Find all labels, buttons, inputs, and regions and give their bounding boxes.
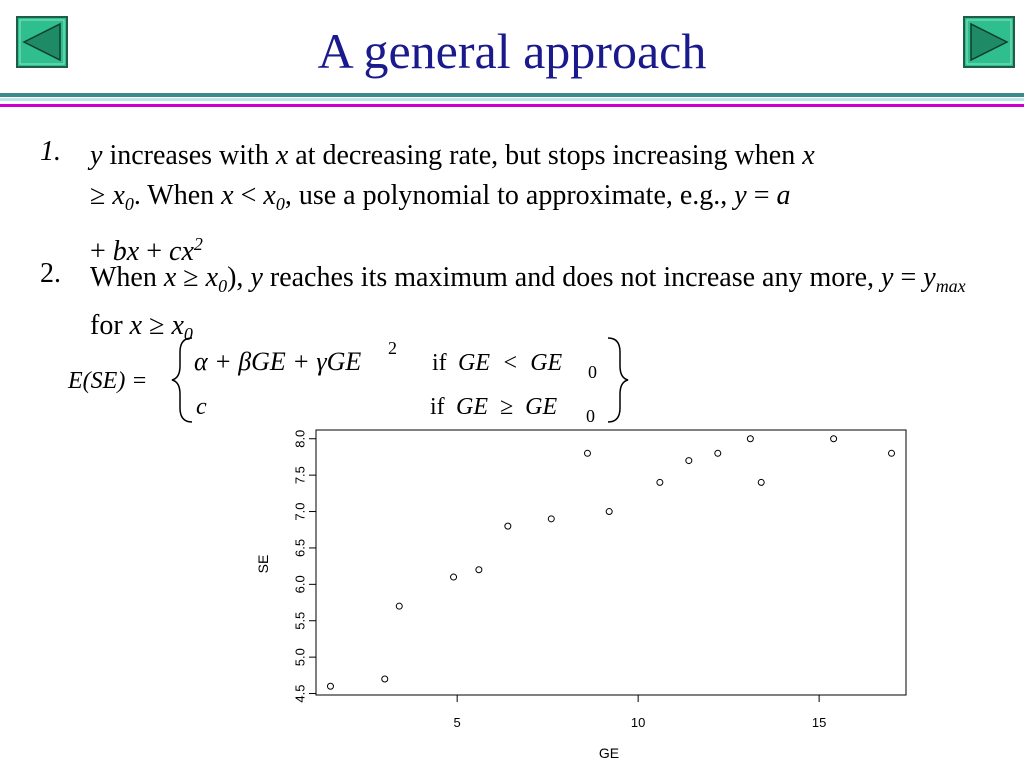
x-tick-label: 15 xyxy=(812,715,826,730)
case1-expression: α + βGE + γGE xyxy=(194,347,361,376)
y-tick-label: 5.0 xyxy=(292,648,307,666)
text-run: for xyxy=(90,310,130,341)
text-run: y xyxy=(250,262,263,293)
text-run: at decreasing rate, but stops increasing… xyxy=(288,140,803,171)
x-axis-label: GE xyxy=(599,745,619,761)
text-run: . When xyxy=(133,180,222,211)
text-run: ≥ xyxy=(176,262,206,293)
text-run: bx xyxy=(112,236,140,267)
right-brace xyxy=(607,337,629,423)
data-point xyxy=(685,457,693,465)
data-point xyxy=(714,449,722,457)
y-axis-label: SE xyxy=(255,555,271,574)
text-run: = xyxy=(893,262,924,293)
y-tick-label: 7.5 xyxy=(292,466,307,484)
text-run: x xyxy=(163,262,177,293)
list-item-number: 1. xyxy=(40,136,61,167)
triangle-right-icon xyxy=(963,16,1015,68)
x-tick-label: 5 xyxy=(454,715,461,730)
data-point xyxy=(475,566,483,574)
list-item-number: 2. xyxy=(40,258,61,289)
case1-exponent: 2 xyxy=(388,338,397,358)
data-point xyxy=(656,478,664,486)
text-run: y xyxy=(881,262,894,293)
data-point xyxy=(450,573,458,581)
text-run: ≥ xyxy=(142,310,172,341)
piecewise-equation: E(SE) = α + βGE + γGE 2 if GE < GE 0 c i… xyxy=(67,337,629,426)
case1-if: if xyxy=(432,350,447,376)
title-divider-light xyxy=(0,98,1024,101)
slide-title: A general approach xyxy=(317,23,707,79)
text-run: x xyxy=(171,310,184,341)
data-point xyxy=(605,508,613,516)
y-tick-label: 4.5 xyxy=(292,685,307,703)
left-brace xyxy=(171,337,193,423)
case1-subscript: 0 xyxy=(588,362,597,382)
text-run: x xyxy=(802,140,815,171)
text-run: x xyxy=(221,180,234,211)
title-divider-accent xyxy=(0,104,1024,107)
text-run: ≥ xyxy=(90,180,113,211)
data-point xyxy=(746,435,754,443)
case2-if: if xyxy=(430,394,445,420)
text-run: x xyxy=(263,180,276,211)
data-point xyxy=(504,522,512,530)
subscript: 0 xyxy=(218,276,228,296)
y-tick-label: 6.0 xyxy=(292,575,307,593)
triangle-left-icon xyxy=(16,16,68,68)
y-tick-label: 8.0 xyxy=(292,430,307,448)
text-run: x xyxy=(275,140,289,171)
plot-frame xyxy=(315,429,907,696)
superscript: 2 xyxy=(193,234,203,254)
data-point xyxy=(888,449,896,457)
data-point xyxy=(547,515,555,523)
case2-subscript: 0 xyxy=(586,406,595,426)
text-run: x xyxy=(129,310,143,341)
text-run: + xyxy=(139,236,170,267)
text-run: < xyxy=(233,180,264,211)
text-run: x xyxy=(205,262,219,293)
plot-points xyxy=(326,435,896,690)
data-point xyxy=(830,435,838,443)
subscript: 0 xyxy=(183,324,193,344)
text-run: + xyxy=(90,236,113,267)
data-point xyxy=(326,682,334,690)
data-point xyxy=(395,602,403,610)
text-run: When xyxy=(90,262,164,293)
text-run: y xyxy=(90,140,103,171)
text-run: ), xyxy=(227,262,251,293)
text-run: increases with xyxy=(102,140,276,171)
data-point xyxy=(583,449,591,457)
next-slide-button[interactable] xyxy=(963,16,1015,68)
data-point xyxy=(757,478,765,486)
title-divider xyxy=(0,93,1024,97)
case2-condition: GE ≥ GE xyxy=(456,394,557,420)
y-tick-label: 7.0 xyxy=(292,502,307,520)
text-run: y xyxy=(734,180,747,211)
subscript: 0 xyxy=(275,194,285,214)
data-point xyxy=(381,675,389,683)
text-run: = xyxy=(746,180,777,211)
text-run: cx xyxy=(169,236,194,267)
text-run: , use a polynomial to approximate, e.g., xyxy=(284,180,735,211)
text-run: reaches its maximum and does not increas… xyxy=(262,262,882,293)
text-run: y xyxy=(923,262,936,293)
plot-axes: 5 10 15 4.5 5.0 5.5 6.0 6.5 7.0 7.5 8.0 xyxy=(292,430,826,730)
y-tick-label: 5.5 xyxy=(292,612,307,630)
list-item: y increases with x at decreasing rate, b… xyxy=(90,136,990,272)
x-tick-label: 10 xyxy=(631,715,645,730)
case2-expression: c xyxy=(196,394,207,420)
text-run: a xyxy=(776,180,791,211)
subscript: 0 xyxy=(124,194,134,214)
subscript: max xyxy=(935,276,966,296)
y-tick-label: 6.5 xyxy=(292,539,307,557)
equation-lhs: E(SE) = xyxy=(67,368,148,394)
previous-slide-button[interactable] xyxy=(16,16,68,68)
list-item: When x ≥ x0), y reaches its maximum and … xyxy=(90,258,990,354)
case1-condition: GE < GE xyxy=(458,350,563,376)
text-run: x xyxy=(112,180,125,211)
